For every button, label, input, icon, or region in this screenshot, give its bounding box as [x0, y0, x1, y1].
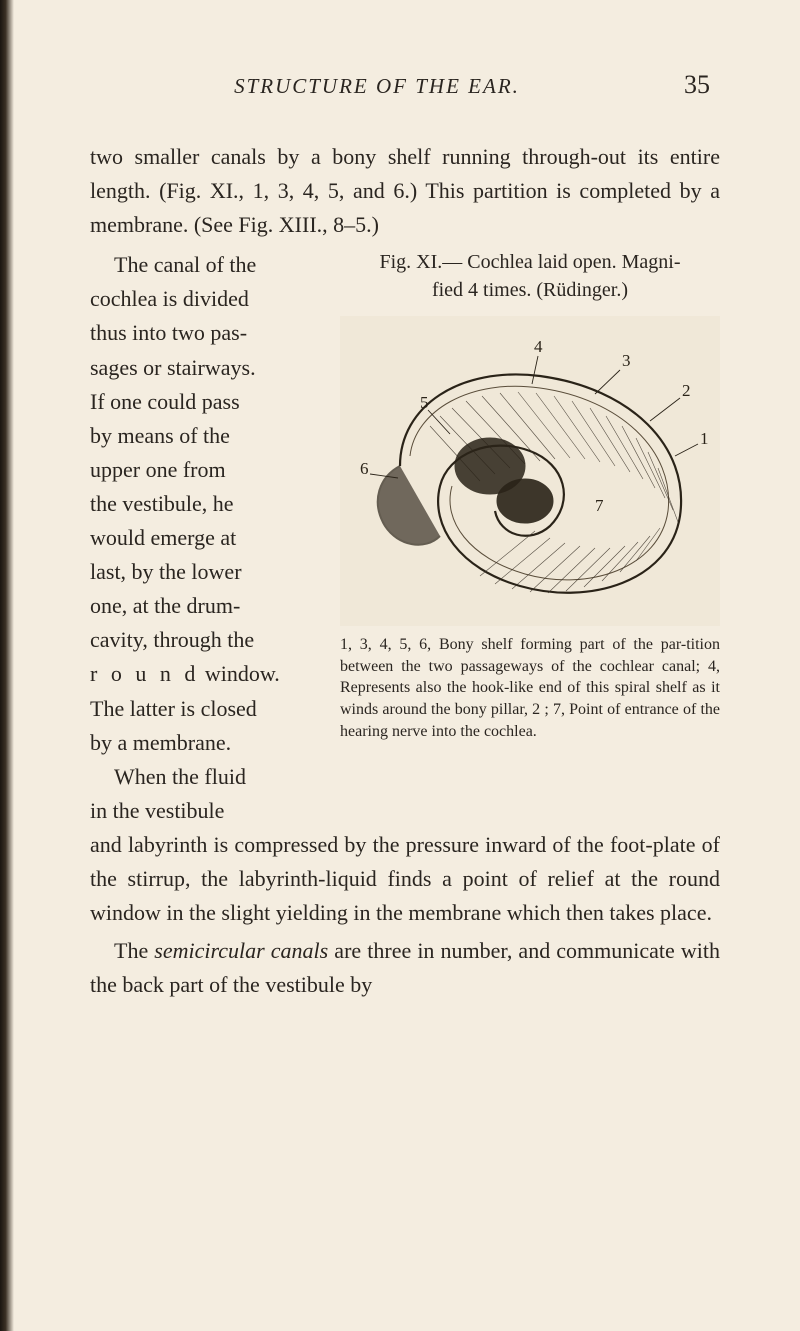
page-binding-edge [0, 0, 14, 1331]
text-line-spaced: r o u n d [90, 661, 199, 686]
text-figure-wrap: Fig. XI.— Cochlea laid open. Magni- fied… [90, 248, 720, 828]
text-line: in the vestibule [90, 798, 224, 823]
figure-caption: Fig. XI.— Cochlea laid open. Magni- fied… [340, 248, 720, 304]
figure-label-2: 2 [682, 381, 691, 400]
text-line: cavity, through the [90, 627, 254, 652]
text-line: window. [199, 661, 279, 686]
text-line: one, at the drum- [90, 593, 240, 618]
text-line: upper one from [90, 457, 226, 482]
text-line: The latter is closed [90, 696, 257, 721]
text-line: the vestibule, he [90, 491, 234, 516]
figure-label-1: 1 [700, 429, 709, 448]
text-line: by a membrane. [90, 730, 231, 755]
paragraph-1: two smaller canals by a bony shelf runni… [90, 140, 720, 242]
text-line: by means of the [90, 423, 230, 448]
cochlea-illustration-icon: 4 3 2 1 5 6 7 [340, 316, 720, 626]
figure-image: 4 3 2 1 5 6 7 [340, 316, 720, 626]
figure-label-4: 4 [534, 337, 543, 356]
figure-legend: 1, 3, 4, 5, 6, Bony shelf forming part o… [340, 634, 720, 742]
text-line: thus into two pas- [90, 320, 247, 345]
text-line: cochlea is divided [90, 286, 249, 311]
figure-block: Fig. XI.— Cochlea laid open. Magni- fied… [340, 248, 720, 742]
figure-label-7: 7 [595, 496, 604, 515]
text-line: last, by the lower [90, 559, 242, 584]
paragraph-continue: and labyrinth is compressed by the press… [90, 828, 720, 930]
figure-label-6: 6 [360, 459, 369, 478]
figure-label-3: 3 [622, 351, 631, 370]
running-title: STRUCTURE OF THE EAR. [100, 74, 654, 99]
figure-caption-line2: fied 4 times. (Rüdinger.) [340, 276, 720, 304]
page-header: STRUCTURE OF THE EAR. 35 [90, 70, 720, 100]
para2-italic: semicircular canals [154, 938, 328, 963]
text-line: When the fluid [114, 764, 246, 789]
text-line: If one could pass [90, 389, 240, 414]
figure-caption-line1: Fig. XI.— Cochlea laid open. Magni- [340, 248, 720, 276]
text-line: would emerge at [90, 525, 236, 550]
text-line: The canal of the [114, 252, 256, 277]
figure-label-5: 5 [420, 393, 429, 412]
para2-pre: The [114, 938, 154, 963]
paragraph-2: The semicircular canals are three in num… [90, 934, 720, 1002]
page-number: 35 [684, 70, 710, 100]
text-line: sages or stairways. [90, 355, 256, 380]
